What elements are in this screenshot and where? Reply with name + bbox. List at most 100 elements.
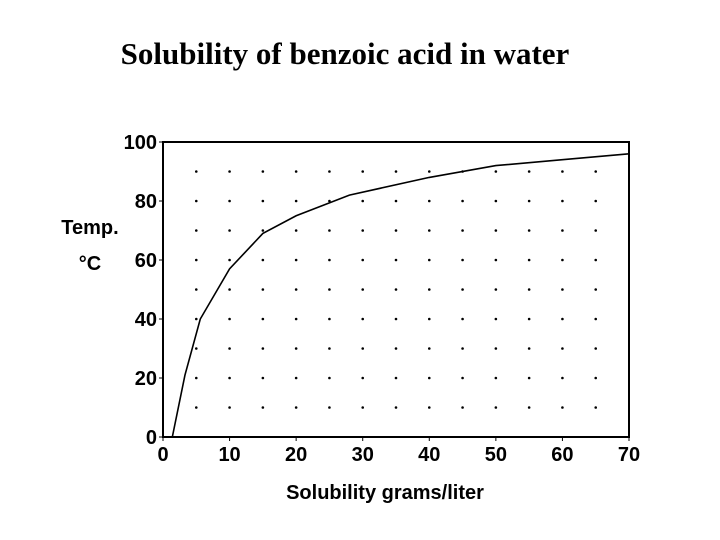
grid-dot [561, 288, 564, 291]
grid-dot [494, 406, 498, 409]
x-tick-label: 50 [485, 444, 507, 466]
y-tick-label: 80 [135, 191, 157, 213]
grid-dot [427, 199, 431, 203]
grid-dot [261, 199, 265, 203]
grid-dot [527, 376, 531, 380]
grid-dot [261, 170, 265, 173]
grid-dot [228, 258, 231, 262]
grid-dot [527, 347, 531, 350]
grid-dot [394, 170, 398, 173]
grid-dot [261, 288, 265, 291]
grid-dot [561, 199, 564, 203]
grid-dot [294, 376, 298, 380]
grid-dot [527, 199, 531, 203]
grid-dot [194, 199, 198, 203]
y-tick-label: 40 [135, 309, 157, 331]
grid-dot [427, 317, 431, 321]
grid-dot [494, 288, 498, 291]
y-tick-label: 60 [135, 250, 157, 272]
grid-dot [527, 170, 531, 173]
grid-dot [527, 229, 531, 232]
grid-dot [328, 199, 331, 203]
grid-dot [328, 406, 331, 409]
grid-dot [394, 258, 398, 262]
grid-dot [594, 288, 598, 291]
x-tick-label: 20 [285, 444, 307, 466]
grid-dot [228, 376, 231, 380]
grid-dot [594, 199, 598, 203]
grid-dot [261, 376, 265, 380]
x-tick-label: 10 [218, 444, 240, 466]
grid-dot [427, 258, 431, 262]
grid-dot [361, 170, 365, 173]
grid-dot [527, 317, 531, 321]
grid-dot [461, 258, 464, 262]
grid-dot [194, 376, 198, 380]
chart-title: Solubility of benzoic acid in water [121, 36, 570, 71]
x-tick-label: 0 [157, 444, 168, 466]
grid-dot [594, 170, 598, 173]
grid-dot [294, 347, 298, 350]
grid-dot [561, 317, 564, 321]
grid-dot [228, 317, 231, 321]
grid-dot [328, 288, 331, 291]
grid-dot [328, 229, 331, 232]
grid-dot [561, 229, 564, 232]
grid-dot [561, 170, 564, 173]
grid-dot [394, 317, 398, 321]
grid-dot [361, 406, 365, 409]
grid-dot [427, 406, 431, 409]
x-tick-label: 30 [352, 444, 374, 466]
grid-dot [494, 347, 498, 350]
grid-dot [328, 347, 331, 350]
grid-dot [361, 229, 365, 232]
grid-dot [461, 199, 464, 203]
y-axis-label: Temp. [61, 217, 118, 239]
grid-dot [394, 229, 398, 232]
grid-dot [294, 258, 298, 262]
grid-dot [494, 258, 498, 262]
grid-dot [194, 170, 198, 173]
grid-dot [461, 317, 464, 321]
grid-dot [461, 288, 464, 291]
grid-dot [594, 258, 598, 262]
grid-dot [328, 170, 331, 173]
grid-dot [194, 406, 198, 409]
grid-dot [494, 199, 498, 203]
y-tick-label: 20 [135, 368, 157, 390]
grid-dot [394, 347, 398, 350]
grid-dot [561, 406, 564, 409]
grid-dot [594, 376, 598, 380]
grid-dot [427, 170, 431, 173]
grid-dot [194, 347, 198, 350]
grid-dot [194, 258, 198, 262]
x-tick-label: 70 [618, 444, 640, 466]
grid-dot [228, 199, 231, 203]
grid-dot [527, 258, 531, 262]
grid-dot [361, 288, 365, 291]
y-tick-label: 100 [124, 132, 157, 154]
grid-dot [394, 199, 398, 203]
grid-dot [461, 376, 464, 380]
grid-dot [194, 229, 198, 232]
grid-dot [494, 170, 498, 173]
grid-dot [427, 347, 431, 350]
grid-dot [228, 229, 231, 232]
y-tick-label: 0 [146, 427, 157, 449]
grid-dot [261, 347, 265, 350]
grid-dot [561, 258, 564, 262]
grid-dot [494, 317, 498, 321]
grid-dot [261, 317, 265, 321]
grid-dot [294, 317, 298, 321]
grid-dot [594, 406, 598, 409]
grid-dot [594, 317, 598, 321]
grid-dot [361, 199, 365, 203]
grid-dot [294, 288, 298, 291]
grid-dot [228, 288, 231, 291]
grid-dot [294, 199, 298, 203]
grid-dot [561, 347, 564, 350]
grid-dot [361, 258, 365, 262]
data-line [171, 153, 630, 438]
grid-dot [361, 347, 365, 350]
